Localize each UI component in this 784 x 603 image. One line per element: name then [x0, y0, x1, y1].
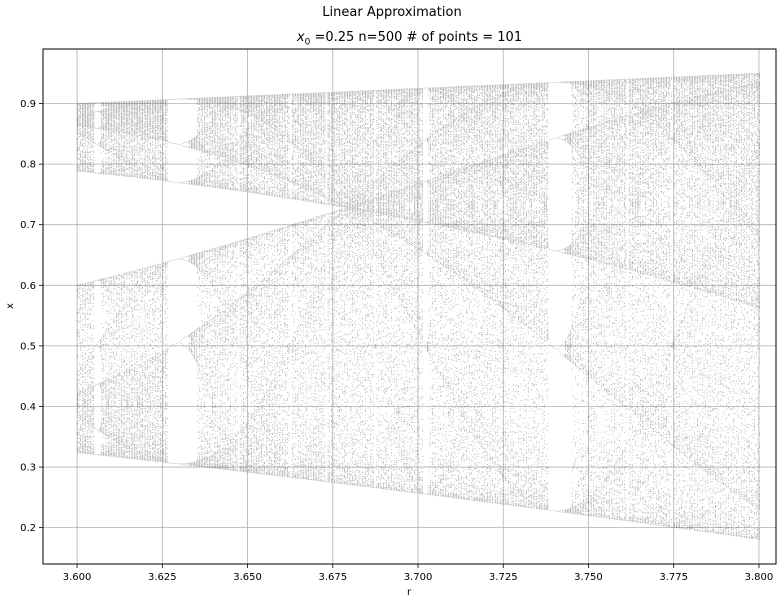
x-tick-label: 3.700	[404, 572, 433, 583]
y-tick-label: 0.8	[20, 160, 36, 171]
x-axis: 3.600 3.625 3.650 3.675 3.700 3.725 3.750 3.775…	[63, 564, 774, 583]
grid	[43, 49, 776, 564]
y-tick-label: 0.2	[20, 523, 36, 534]
x-tick-label: 3.750	[574, 572, 603, 583]
y-tick-label: 0.7	[20, 220, 36, 231]
figure-suptitle: Linear Approximation	[322, 5, 462, 20]
bifurcation-points	[77, 72, 760, 540]
title-subscript: 0	[304, 37, 311, 48]
y-tick-label: 0.4	[20, 402, 36, 413]
x-tick-label: 3.725	[489, 572, 518, 583]
y-tick-label: 0.3	[20, 463, 36, 474]
axes-frame	[42, 48, 777, 565]
y-tick-label: 0.6	[20, 281, 36, 292]
x-axis-label: r	[407, 587, 412, 598]
y-tick-label: 0.5	[20, 341, 36, 352]
title-x-symbol: x	[296, 30, 305, 45]
x-tick-label: 3.675	[318, 572, 347, 583]
y-axis: 0.2 0.3 0.4 0.5 0.6 0.7 0.8 0.9	[20, 99, 43, 534]
x-tick-label: 3.775	[659, 572, 688, 583]
x-tick-label: 3.800	[745, 572, 774, 583]
scatter-points	[77, 72, 760, 540]
axes-title: x0 =0.25 n=500 # of points = 101	[43, 30, 776, 48]
y-axis-label: x	[5, 303, 16, 309]
x-tick-label: 3.600	[63, 572, 92, 583]
x-tick-label: 3.650	[233, 572, 262, 583]
x-tick-label: 3.625	[148, 572, 177, 583]
y-tick-label: 0.9	[20, 99, 36, 110]
title-text: =0.25 n=500 # of points = 101	[310, 30, 523, 45]
